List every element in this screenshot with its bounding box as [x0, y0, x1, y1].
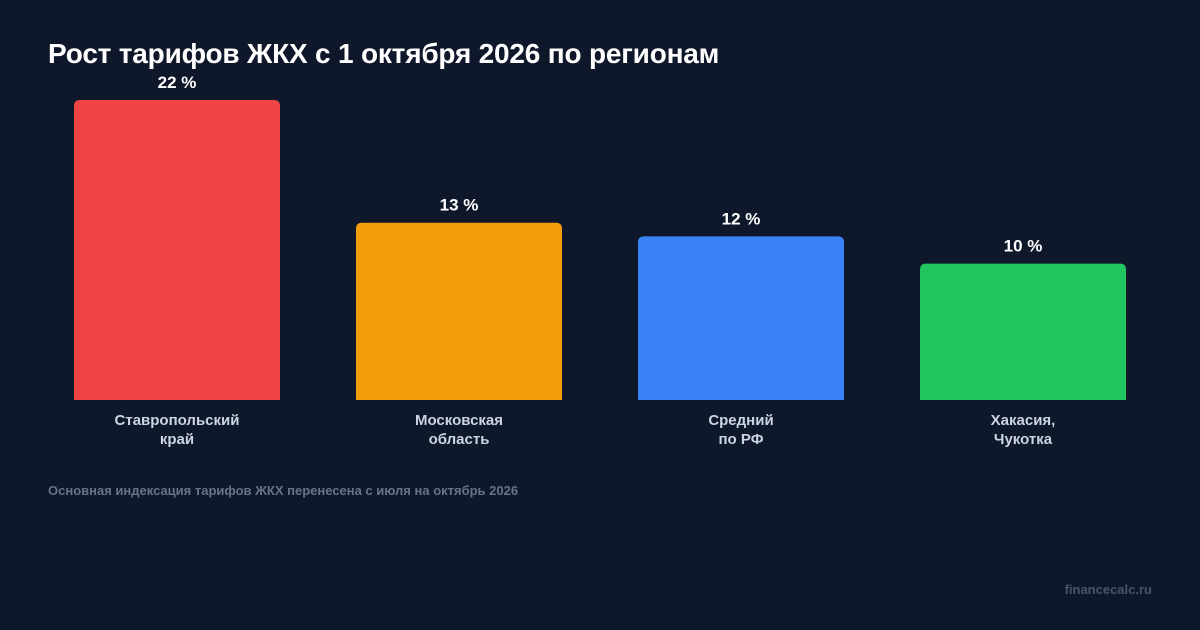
- category-label: область: [429, 431, 490, 448]
- footnote: Основная индексация тарифов ЖКХ перенесе…: [48, 483, 519, 498]
- bar-value-label: 12 %: [722, 209, 761, 228]
- category-label: Хакасия,: [991, 412, 1056, 429]
- category-label: Московская: [415, 412, 503, 429]
- category-label: край: [160, 431, 194, 448]
- bar: [356, 222, 562, 400]
- category-label: по РФ: [719, 431, 764, 448]
- bar: [74, 100, 280, 400]
- category-label: Средний: [708, 412, 773, 429]
- bar-value-label: 13 %: [440, 196, 479, 215]
- source-watermark: financecalc.ru: [1064, 582, 1152, 597]
- value-labels-layer: 22 % 13 % 12 % 10 %: [158, 73, 1043, 256]
- bar-value-label: 10 %: [1004, 237, 1043, 256]
- category-labels-layer: Ставропольский край Московская область Средн…: [115, 412, 1056, 448]
- category-label: Чукотка: [994, 431, 1053, 448]
- category-label: Ставропольский: [115, 412, 240, 429]
- bar: [920, 263, 1126, 400]
- bar: [638, 236, 844, 400]
- chart-title: Рост тарифов ЖКХ с 1 октября 2026 по рег…: [48, 38, 720, 69]
- bars-layer: [74, 100, 1126, 400]
- bar-value-label: 22 %: [158, 73, 197, 92]
